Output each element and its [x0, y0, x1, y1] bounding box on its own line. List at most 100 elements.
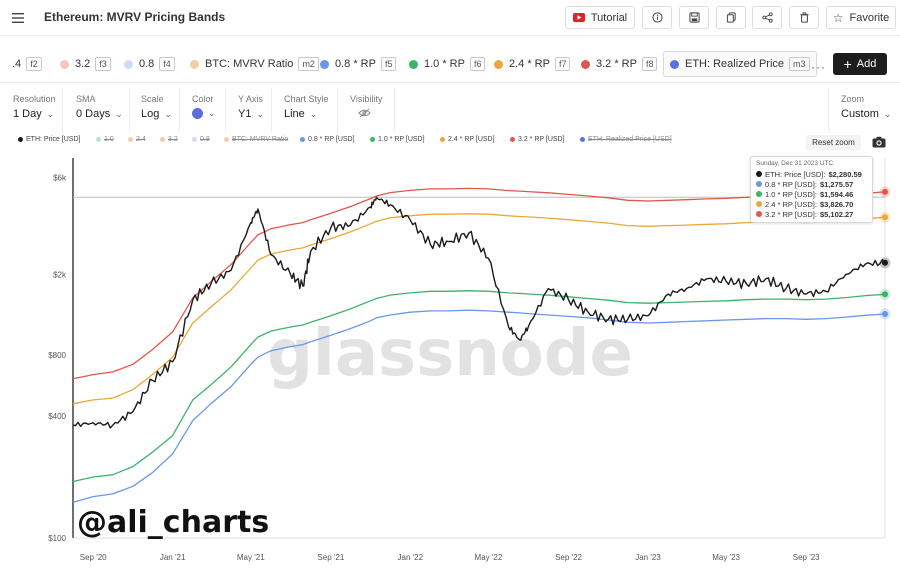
tooltip-dot [756, 211, 762, 217]
metric-label: 0.8 * RP [335, 58, 376, 70]
add-metric-button[interactable]: + Add [833, 53, 887, 75]
share-button[interactable] [752, 6, 782, 29]
plus-icon: + [843, 56, 852, 72]
legend-dot [160, 137, 165, 142]
y-axis-control[interactable]: Y Axis Y1 ⌄ [226, 88, 272, 132]
end-marker-point [882, 214, 888, 221]
metric-chip-8[interactable]: ETH: Realized Price m3 [663, 51, 817, 77]
control-value: Line [284, 108, 305, 120]
author-handle: @ali_charts [77, 505, 269, 540]
favorite-label: Favorite [849, 11, 890, 24]
tutorial-label: Tutorial [590, 11, 628, 24]
page-title: Ethereum: MVRV Pricing Bands [44, 10, 226, 24]
tooltip-row: ETH: Price [USD]: $2,280.59 [756, 169, 867, 179]
tooltip-dot [756, 171, 762, 177]
chart-style-select[interactable]: Line ⌄ [284, 108, 317, 120]
metric-chip-7[interactable]: 3.2 * RP f8 [581, 55, 658, 73]
chevron-down-icon: ⌄ [309, 108, 318, 119]
scale-select[interactable]: Log ⌄ [141, 108, 172, 120]
price-chart[interactable]: glassnode $100 $400 $800 $2k $6k Sep '20 Jan … [0, 150, 900, 569]
legend-label: BTC: MVRV Ratio [232, 136, 289, 143]
legend-dot [96, 137, 101, 142]
legend-item-btc-mvrv[interactable]: BTC: MVRV Ratio [224, 136, 288, 143]
scale-control[interactable]: Scale Log ⌄ [130, 88, 180, 132]
visibility-toggle[interactable] [358, 108, 371, 118]
metric-key: m3 [789, 57, 810, 71]
legend-item-3-2[interactable]: 3.2 [160, 136, 178, 143]
metric-chip-3[interactable]: BTC: MVRV Ratio m2 [190, 55, 319, 73]
control-label: Resolution [13, 94, 56, 104]
chevron-down-icon: ⌄ [115, 108, 123, 119]
legend-label: 0.8 * RP [USD] [308, 136, 355, 143]
metric-color-dot [670, 59, 679, 69]
chart-tooltip: Sunday, Dec 31 2023 UTC ETH: Price [USD]… [750, 156, 873, 223]
watermark: glassnode [267, 317, 633, 391]
metric-chip-5[interactable]: 1.0 * RP f6 [409, 55, 486, 73]
end-marker-point [882, 259, 888, 266]
sma-control[interactable]: SMA 0 Days ⌄ [63, 88, 130, 132]
resolution-control[interactable]: Resolution 1 Day ⌄ [0, 88, 63, 132]
legend-item-1-0-rp[interactable]: 1.0 * RP [USD] [370, 136, 425, 143]
tooltip-value: $1,275.57 [819, 179, 854, 189]
legend-dot [300, 137, 305, 142]
legend-item-3-2-rp[interactable]: 3.2 * RP [USD] [510, 136, 565, 143]
metric-chip-2[interactable]: 0.8 f4 [124, 55, 175, 73]
color-select[interactable]: ⌄ [192, 108, 216, 119]
save-button[interactable] [679, 6, 709, 29]
legend-item-0-8[interactable]: 0.8 [192, 136, 210, 143]
camera-icon[interactable] [872, 136, 886, 148]
legend-label: 2.4 * RP [USD] [448, 136, 495, 143]
legend-label: 0.8 [200, 136, 210, 143]
visibility-control[interactable]: Visibility [338, 88, 395, 132]
metrics-bar: .4 f2 3.2 f3 0.8 f4 BTC: MVRV Ratio m2 0… [0, 47, 900, 83]
tooltip-label: 0.8 * RP [USD]: [765, 179, 817, 189]
x-tick-label: Sep '22 [555, 553, 582, 562]
menu-button[interactable] [6, 6, 30, 30]
legend-item-eth-price[interactable]: ETH: Price [USD] [18, 136, 80, 143]
x-tick-label: May '22 [475, 553, 503, 562]
metric-label: BTC: MVRV Ratio [205, 58, 294, 70]
tutorial-button[interactable]: Tutorial [565, 6, 635, 29]
chevron-down-icon: ⌄ [256, 108, 265, 119]
chart-style-control[interactable]: Chart Style Line ⌄ [272, 88, 338, 132]
metric-color-dot [124, 59, 133, 69]
y-tick-label: $400 [48, 412, 66, 421]
metric-chip-1[interactable]: 3.2 f3 [60, 55, 111, 73]
reset-zoom-button[interactable]: Reset zoom [806, 135, 861, 150]
youtube-icon [572, 13, 585, 22]
legend-item-1-0[interactable]: 1.0 [96, 136, 114, 143]
y-axis-select[interactable]: Y1 ⌄ [238, 108, 264, 120]
metric-chip-4[interactable]: 0.8 * RP f5 [320, 55, 397, 73]
legend-item-0-8-rp[interactable]: 0.8 * RP [USD] [300, 136, 355, 143]
metric-label: 1.0 * RP [424, 58, 465, 70]
info-button[interactable] [642, 6, 672, 29]
metric-chip-6[interactable]: 2.4 * RP f7 [494, 55, 571, 73]
legend-item-realized-price[interactable]: ETH: Realized Price [USD] [580, 136, 672, 143]
y-tick-label: $6k [53, 174, 67, 183]
x-tick-label: May '21 [237, 553, 265, 562]
favorite-button[interactable]: ☆ Favorite [826, 6, 896, 29]
resolution-select[interactable]: 1 Day ⌄ [13, 108, 54, 120]
more-metrics-button[interactable]: ··· [811, 60, 826, 74]
color-control[interactable]: Color ⌄ [180, 88, 226, 132]
series-line-3 [72, 213, 886, 405]
control-label: Scale [141, 94, 164, 104]
metric-key: f7 [554, 57, 571, 71]
zoom-select[interactable]: Custom ⌄ [841, 108, 891, 120]
chevron-down-icon: ⌄ [208, 108, 216, 118]
metric-key: f2 [26, 57, 42, 71]
zoom-control[interactable]: Zoom Custom ⌄ [828, 88, 900, 132]
sma-select[interactable]: 0 Days ⌄ [76, 108, 123, 120]
control-value: 1 Day [13, 108, 42, 120]
control-label: Y Axis [238, 94, 263, 104]
tooltip-label: 3.2 * RP [USD]: [765, 209, 817, 219]
delete-button[interactable] [789, 6, 819, 29]
legend-item-2-4[interactable]: 2.4 [128, 136, 146, 143]
series-line-4 [72, 187, 886, 380]
copy-button[interactable] [716, 6, 746, 29]
legend-item-2-4-rp[interactable]: 2.4 * RP [USD] [440, 136, 495, 143]
legend-label: ETH: Price [USD] [26, 136, 81, 143]
metric-chip-0[interactable]: .4 f2 [12, 55, 42, 73]
tooltip-dot [756, 191, 762, 197]
chevron-down-icon: ⌄ [883, 108, 892, 119]
